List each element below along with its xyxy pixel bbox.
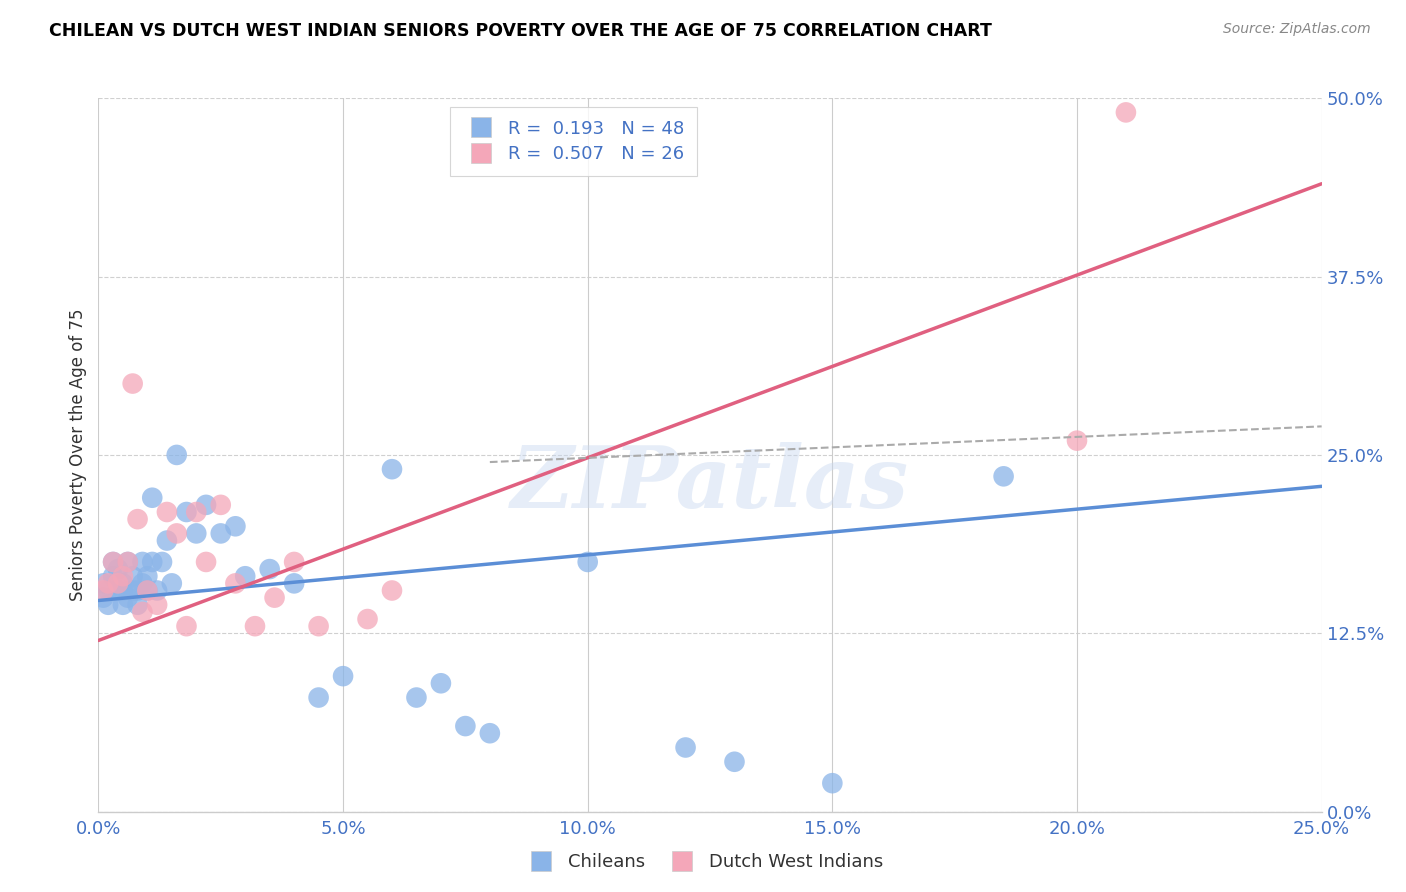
Point: [146, 598, 169, 612]
Point: [127, 583, 149, 598]
Point: [97, 598, 120, 612]
Point: [141, 555, 163, 569]
Legend: R =  0.193   N = 48, R =  0.507   N = 26: R = 0.193 N = 48, R = 0.507 N = 26: [450, 107, 696, 176]
Point: [209, 526, 232, 541]
Point: [405, 690, 427, 705]
Point: [91, 591, 114, 605]
Point: [186, 505, 208, 519]
Point: [131, 576, 153, 591]
Point: [156, 533, 179, 548]
Point: [91, 576, 114, 591]
Point: [136, 583, 159, 598]
Point: [243, 619, 266, 633]
Point: [146, 583, 169, 598]
Text: CHILEAN VS DUTCH WEST INDIAN SENIORS POVERTY OVER THE AGE OF 75 CORRELATION CHAR: CHILEAN VS DUTCH WEST INDIAN SENIORS POV…: [49, 22, 993, 40]
Point: [176, 619, 198, 633]
Point: [308, 619, 330, 633]
Point: [195, 555, 218, 569]
Point: [224, 576, 246, 591]
Point: [166, 526, 188, 541]
Point: [136, 583, 159, 598]
Point: [117, 555, 139, 569]
Point: [91, 583, 114, 598]
Point: [186, 526, 208, 541]
Point: [121, 376, 143, 391]
Point: [101, 555, 124, 569]
Point: [454, 719, 477, 733]
Point: [101, 555, 124, 569]
Point: [283, 576, 305, 591]
Point: [97, 576, 120, 591]
Point: [111, 569, 134, 583]
Point: [283, 555, 305, 569]
Point: [332, 669, 354, 683]
Point: [156, 505, 179, 519]
Point: [478, 726, 501, 740]
Point: [107, 562, 129, 576]
Y-axis label: Seniors Poverty Over the Age of 75: Seniors Poverty Over the Age of 75: [69, 309, 87, 601]
Point: [150, 555, 173, 569]
Point: [101, 569, 124, 583]
Point: [821, 776, 844, 790]
Point: [233, 569, 256, 583]
Point: [121, 583, 143, 598]
Point: [381, 583, 404, 598]
Point: [131, 555, 153, 569]
Point: [111, 598, 134, 612]
Point: [263, 591, 285, 605]
Point: [176, 505, 198, 519]
Point: [131, 605, 153, 619]
Point: [1115, 105, 1137, 120]
Point: [111, 583, 134, 598]
Text: ZIPatlas: ZIPatlas: [510, 442, 910, 525]
Point: [224, 519, 246, 533]
Point: [723, 755, 745, 769]
Point: [107, 576, 129, 591]
Point: [127, 598, 149, 612]
Point: [430, 676, 453, 690]
Point: [107, 583, 129, 598]
Point: [121, 569, 143, 583]
Point: [209, 498, 232, 512]
Point: [136, 569, 159, 583]
Point: [1066, 434, 1088, 448]
Point: [127, 512, 149, 526]
Point: [576, 555, 599, 569]
Point: [993, 469, 1015, 483]
Point: [675, 740, 697, 755]
Point: [195, 498, 218, 512]
Point: [356, 612, 378, 626]
Point: [308, 690, 330, 705]
Point: [117, 591, 139, 605]
Point: [141, 491, 163, 505]
Point: [111, 576, 134, 591]
Point: [166, 448, 188, 462]
Point: [117, 555, 139, 569]
Point: [160, 576, 183, 591]
Legend: Chileans, Dutch West Indians: Chileans, Dutch West Indians: [516, 847, 890, 879]
Point: [381, 462, 404, 476]
Text: Source: ZipAtlas.com: Source: ZipAtlas.com: [1223, 22, 1371, 37]
Point: [259, 562, 281, 576]
Point: [97, 583, 120, 598]
